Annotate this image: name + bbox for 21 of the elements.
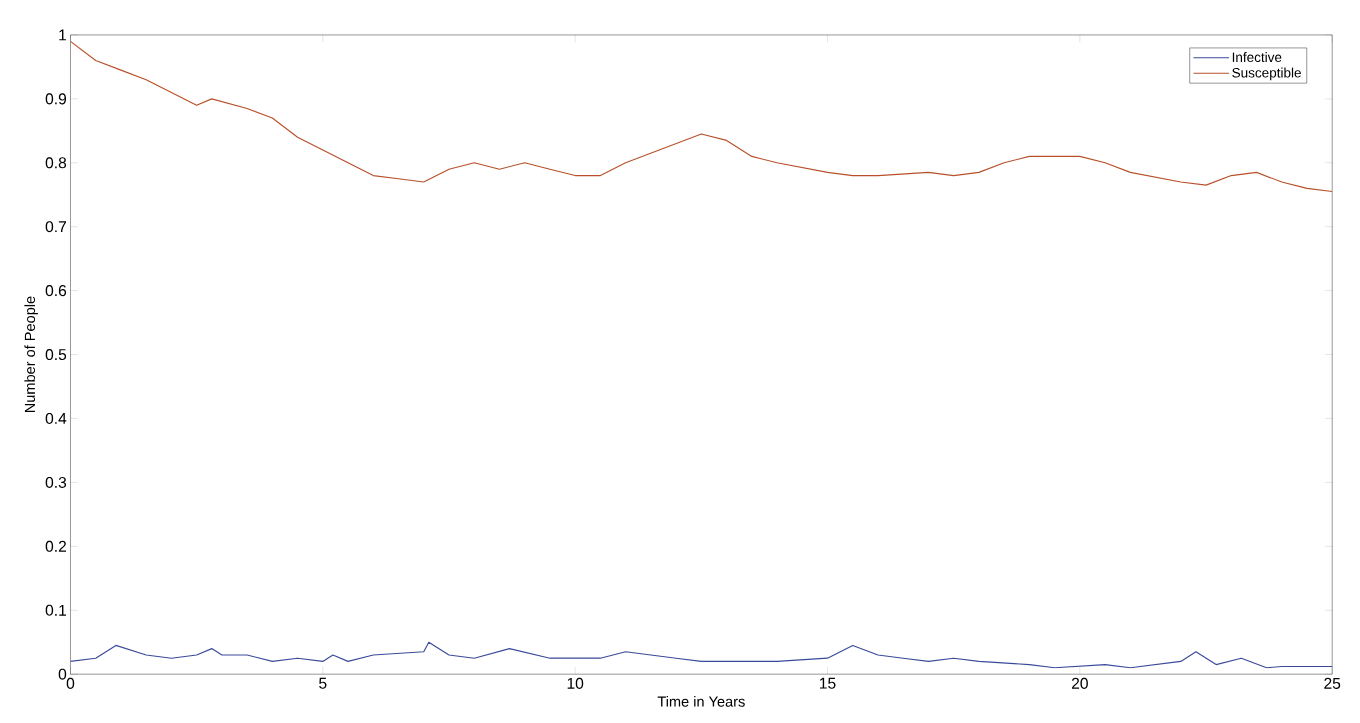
- y-tick-label: 0.4: [45, 413, 67, 425]
- y-tick-label: 0.9: [45, 93, 67, 105]
- x-tick-label: 25: [1324, 677, 1341, 690]
- x-tick-label: 20: [1071, 677, 1088, 690]
- x-tick-label: 15: [820, 677, 836, 689]
- y-tick-label: 0.7: [45, 221, 66, 233]
- y-axis-title: Number of People: [24, 296, 38, 413]
- y-tick-label: 0.5: [45, 349, 67, 361]
- legend-label: Infective: [1232, 52, 1282, 63]
- y-tick-label: 0.3: [45, 477, 67, 489]
- y-tick-label: 0.8: [45, 157, 67, 169]
- y-tick-label: 0: [58, 668, 67, 680]
- y-tick-label: 0.6: [45, 285, 67, 297]
- y-tick-label: 1: [59, 29, 67, 41]
- y-tick-label: 0.2: [45, 540, 66, 552]
- x-tick-label: 5: [319, 677, 327, 689]
- x-axis-title: Time in Years: [657, 696, 745, 707]
- legend-label: Susceptible: [1232, 67, 1301, 81]
- y-tick-label: 0.1: [45, 604, 67, 616]
- x-tick-label: 10: [567, 677, 584, 690]
- x-tick-label: 0: [66, 677, 75, 690]
